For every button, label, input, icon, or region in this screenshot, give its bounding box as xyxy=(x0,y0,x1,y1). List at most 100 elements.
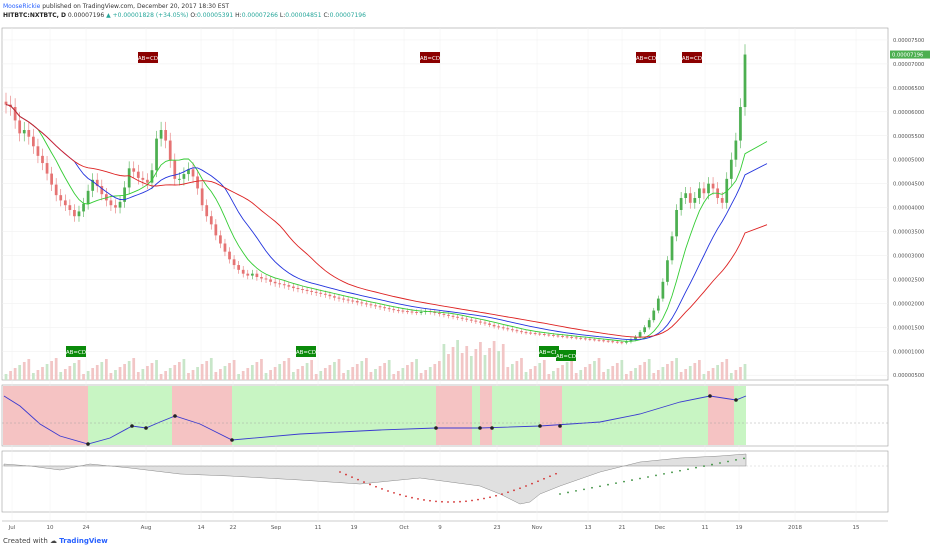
volume-bar xyxy=(479,342,482,380)
momentum-dot-red xyxy=(453,501,455,503)
volume-bar xyxy=(200,364,204,380)
volume-bar xyxy=(606,369,610,380)
candle-body xyxy=(191,169,195,177)
sma-slow-line xyxy=(5,104,768,338)
volume-bar xyxy=(634,368,637,380)
volume-bar xyxy=(542,360,546,380)
volume-bar xyxy=(515,361,519,380)
oscillator-dot xyxy=(708,394,712,398)
momentum-dot-red xyxy=(441,500,443,503)
ab-cd-label-red-text: AB=CD xyxy=(682,56,702,62)
price-change: ▲ +0.00001828 (+34.05%) xyxy=(106,12,189,19)
volume-bar xyxy=(287,358,291,380)
candle-body xyxy=(132,168,136,172)
candle-body xyxy=(652,310,656,321)
momentum-dot-green xyxy=(583,488,585,491)
candle-body xyxy=(27,130,31,137)
candle-body xyxy=(615,341,619,343)
candle-body xyxy=(342,298,345,300)
candle-body xyxy=(729,159,733,179)
momentum-dot-green xyxy=(647,476,649,478)
volume-bar xyxy=(214,372,218,380)
x-tick-label: Oct xyxy=(399,525,409,531)
candle-body xyxy=(515,330,519,332)
y-tick-label: 0.00003000 xyxy=(893,253,924,259)
candle-body xyxy=(556,335,560,337)
oscillator-region xyxy=(88,386,172,445)
volume-bar xyxy=(68,366,72,380)
close-value: 0.00007196 xyxy=(329,12,366,19)
volume-bar xyxy=(155,360,158,380)
candle-body xyxy=(323,293,327,295)
candle-body xyxy=(734,140,738,160)
momentum-dot-green xyxy=(711,463,713,466)
oscillator-region xyxy=(734,386,746,445)
volume-bar xyxy=(63,369,67,380)
oscillator-region xyxy=(232,386,436,445)
momentum-dot-green xyxy=(727,460,729,463)
volume-bar xyxy=(223,366,227,380)
candle-body xyxy=(739,107,742,141)
momentum-dot-red xyxy=(471,499,473,502)
momentum-dot-green xyxy=(743,457,745,460)
volume-bar xyxy=(114,370,117,380)
publisher-link[interactable]: MooseRickie xyxy=(3,3,41,10)
volume-bar xyxy=(392,374,396,380)
volume-bar xyxy=(54,358,58,380)
momentum-dot-red xyxy=(507,491,509,494)
candle-body xyxy=(228,251,231,260)
momentum-dot-green xyxy=(663,472,665,475)
volume-bar xyxy=(232,360,236,380)
volume-bar xyxy=(410,362,414,380)
volume-bar xyxy=(492,341,496,380)
volume-bar xyxy=(593,361,596,380)
x-tick-label: 19 xyxy=(351,525,358,531)
volume-bar xyxy=(529,369,532,380)
candle-body xyxy=(492,324,496,327)
volume-bar xyxy=(743,364,747,380)
ab-cd-label-green xyxy=(66,346,86,357)
volume-bar xyxy=(237,374,241,380)
volume-bar xyxy=(323,368,327,380)
candle-body xyxy=(296,288,300,290)
candle-body xyxy=(68,205,72,210)
volume-bar xyxy=(739,367,742,380)
candle-body xyxy=(698,188,701,199)
x-tick-label: 9 xyxy=(438,525,442,531)
candle-body xyxy=(351,300,355,302)
volume-bar xyxy=(374,369,377,380)
momentum-dot-red xyxy=(483,497,485,500)
x-tick-label: Sep xyxy=(271,525,282,531)
x-tick-label: 19 xyxy=(736,525,743,531)
y-tick-label: 0.00002500 xyxy=(893,277,924,283)
volume-bar xyxy=(59,372,63,380)
candle-body xyxy=(182,174,186,179)
candle-body xyxy=(91,179,95,191)
volume-bar xyxy=(565,362,569,380)
volume-bar xyxy=(173,365,177,380)
y-tick-label: 0.00001500 xyxy=(893,325,924,331)
candle-body xyxy=(488,323,491,325)
volume-bar xyxy=(301,366,304,380)
price-chart[interactable]: 0.00007500 0.00007000 0.00006500 0.00006000… xyxy=(0,24,932,536)
volume-bar xyxy=(250,365,254,380)
ab-cd-label-green-text: AB=CD xyxy=(556,354,576,360)
candle-body xyxy=(54,184,58,196)
volume-bar xyxy=(442,344,446,380)
y-tick-label: 0.00007000 xyxy=(893,62,924,68)
tradingview-brand[interactable]: TradingView xyxy=(59,537,108,545)
y-tick-label: 0.00004500 xyxy=(893,182,924,188)
candle-body xyxy=(583,338,587,340)
volume-bar xyxy=(36,370,40,380)
momentum-dot-red xyxy=(357,478,359,481)
candle-body xyxy=(36,146,40,156)
candle-body xyxy=(565,336,569,338)
volume-bar xyxy=(583,367,587,380)
oscillator-region xyxy=(708,386,734,445)
volume-bar xyxy=(95,365,99,380)
volume-bar xyxy=(647,359,651,380)
volume-bar xyxy=(465,346,469,380)
momentum-dot-red xyxy=(465,500,467,503)
volume-bar xyxy=(278,364,282,380)
candle-body xyxy=(497,326,501,328)
